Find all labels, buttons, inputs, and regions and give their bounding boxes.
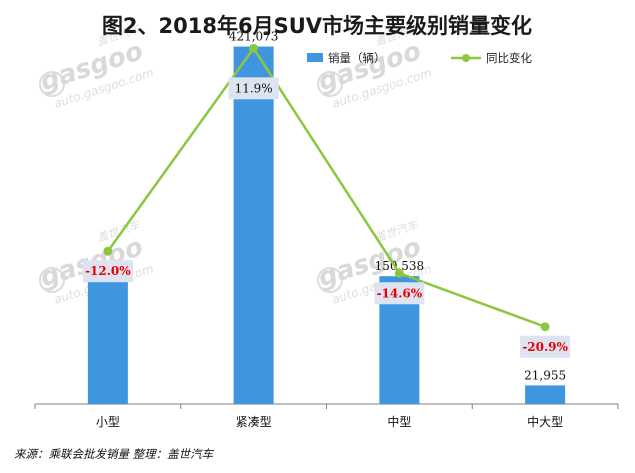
bar-value-label: 21,955: [524, 368, 566, 382]
legend-bar-label: 销量（辆）: [328, 51, 386, 65]
bar-value-label: 421,073: [229, 30, 279, 44]
yoy-label-box: [82, 260, 133, 283]
legend: 销量（辆） 同比变化: [307, 51, 532, 65]
legend-bar-swatch: [307, 53, 323, 62]
yoy-point: [394, 268, 404, 278]
category-labels: 小型 紧凑型 中型 中大型: [96, 414, 563, 429]
bar: [525, 385, 566, 404]
chart-title: 图2、2018年6月SUV市场主要级别销量变化: [102, 14, 532, 38]
category-label: 紧凑型: [236, 415, 272, 429]
yoy-value-label: -14.6%: [377, 286, 423, 300]
yoy-line-series: -12.0% 11.9% -14.6% -20.9%: [82, 43, 571, 358]
source-note: 来源：乘联会批发销量 整理：盖世汽车: [14, 447, 215, 461]
yoy-point: [540, 322, 550, 332]
x-axis-ticks: [34, 404, 619, 409]
yoy-value-label: 11.9%: [235, 81, 273, 95]
bar-value-label: 150,538: [375, 259, 425, 273]
category-label: 中型: [387, 414, 411, 429]
yoy-label-box: [520, 335, 571, 358]
category-label: 小型: [96, 415, 120, 429]
legend-line-marker: [462, 54, 470, 62]
yoy-value-label: -20.9%: [522, 340, 568, 354]
yoy-label-box: [228, 77, 279, 100]
bar: [87, 279, 128, 404]
category-label: 中大型: [527, 414, 563, 429]
legend-line-label: 同比变化: [486, 51, 532, 65]
yoy-value-label: -12.0%: [85, 264, 131, 278]
yoy-line: [106, 46, 546, 328]
yoy-label-box: [374, 282, 425, 305]
yoy-point: [103, 246, 113, 256]
bar: [233, 46, 274, 404]
yoy-point: [249, 43, 259, 53]
bars: [87, 46, 566, 404]
